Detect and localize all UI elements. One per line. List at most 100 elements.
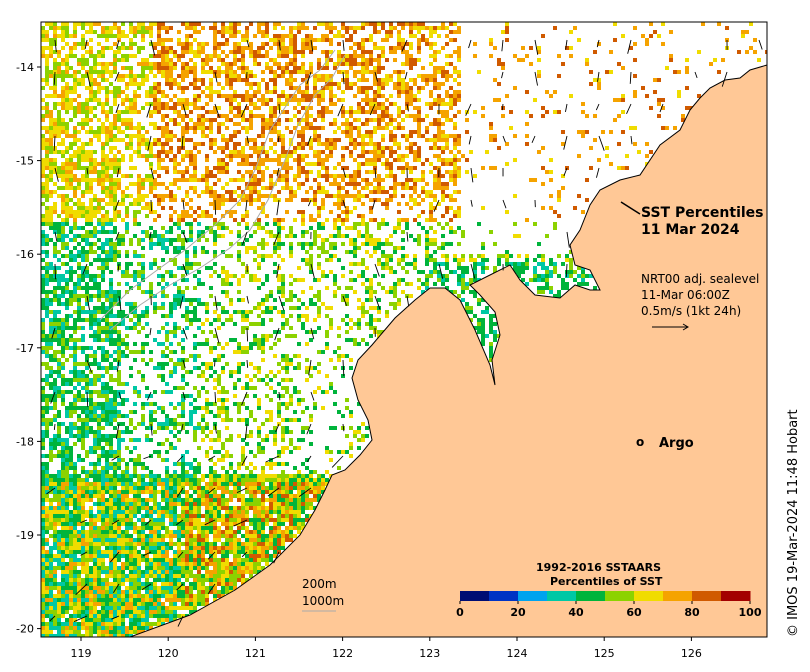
current-vector — [207, 583, 216, 595]
colorbar-swatch — [634, 591, 664, 601]
colorbar-swatch — [460, 591, 490, 601]
current-vector — [310, 327, 315, 340]
current-vector — [565, 263, 568, 278]
current-vector — [275, 423, 280, 433]
latitude-axis: -14 -15 -16 -17 -18 -19 -20 — [16, 61, 41, 636]
current-vector — [694, 71, 698, 79]
current-vector — [306, 455, 312, 462]
current-vector — [404, 71, 408, 80]
current-vector — [118, 391, 122, 400]
current-vector — [273, 551, 280, 564]
current-vector — [176, 455, 184, 463]
colorbar-ticks: 0 20 40 60 80 100 — [456, 601, 762, 619]
current-vector — [374, 167, 377, 179]
current-vector — [246, 39, 250, 48]
current-vector — [53, 135, 56, 151]
current-vector — [86, 71, 91, 87]
current-vector — [115, 423, 120, 439]
current-vector — [337, 103, 344, 117]
current-vector — [278, 103, 281, 114]
current-vector — [84, 39, 88, 50]
current-vector — [86, 295, 90, 311]
current-vector — [207, 551, 216, 560]
current-vector — [54, 167, 59, 182]
current-vector — [112, 583, 120, 593]
current-vector — [142, 551, 152, 557]
current-vector — [306, 71, 312, 85]
current-vector — [401, 39, 408, 52]
current-vector — [214, 423, 217, 434]
current-vector — [276, 167, 280, 176]
current-vector — [470, 167, 474, 183]
isobath-label-200m: 200m — [302, 577, 337, 591]
land-mass — [129, 22, 767, 637]
current-vector — [49, 615, 56, 622]
current-vector — [468, 39, 472, 49]
current-vector — [182, 103, 187, 116]
current-vector — [116, 167, 120, 178]
current-vector — [626, 103, 632, 115]
current-vector — [372, 199, 376, 210]
current-vector — [150, 423, 153, 436]
current-vector — [565, 103, 568, 112]
colorbar — [460, 591, 751, 601]
colorbar-tick-label: 80 — [684, 606, 700, 619]
current-vector — [182, 327, 188, 340]
current-vector — [149, 327, 152, 336]
current-vector — [501, 71, 504, 79]
colorbar-tick-label: 20 — [510, 606, 526, 619]
current-vector — [342, 39, 345, 51]
current-vector — [433, 199, 440, 212]
current-vector — [342, 71, 345, 85]
current-vector — [111, 615, 120, 620]
current-vector — [241, 231, 248, 246]
current-vector — [240, 103, 248, 118]
current-vector — [51, 327, 56, 339]
current-vector — [630, 135, 633, 145]
current-vector — [207, 455, 216, 461]
colorbar-swatch — [547, 591, 577, 601]
current-vector — [502, 199, 507, 209]
current-vector — [438, 263, 444, 279]
current-vector — [597, 71, 600, 82]
lon-tick-label: 119 — [71, 647, 92, 660]
colorbar-tick-label: 40 — [568, 606, 584, 619]
current-vector — [342, 423, 345, 432]
current-vector — [501, 103, 504, 111]
current-vector — [465, 103, 472, 116]
current-vector — [115, 103, 120, 114]
argo-marker: o — [636, 435, 644, 449]
current-vector — [470, 199, 473, 207]
current-vector — [406, 103, 409, 112]
current-vector — [233, 519, 248, 527]
current-vector — [208, 487, 216, 494]
isobath-label-1000m: 1000m — [302, 594, 344, 608]
sst-pixels — [41, 22, 767, 637]
current-vector — [307, 199, 312, 207]
current-vector — [114, 199, 120, 212]
current-vector — [342, 295, 347, 306]
current-vector — [342, 167, 347, 178]
current-vector — [214, 199, 217, 215]
current-vector — [595, 103, 600, 111]
current-vector — [563, 167, 568, 177]
current-vector — [274, 327, 280, 341]
current-vector — [146, 103, 152, 118]
current-info-line2: 11-Mar 06:00Z — [641, 288, 730, 302]
current-vector — [53, 423, 56, 431]
current-vector — [176, 583, 184, 591]
current-vector — [115, 231, 120, 241]
current-vector — [627, 39, 632, 54]
current-vector — [54, 231, 58, 242]
colorbar-title2: Percentiles of SST — [550, 575, 663, 588]
colorbar-swatch — [605, 591, 635, 601]
current-vector — [141, 583, 152, 590]
colorbar-swatch — [721, 591, 751, 601]
current-vector — [278, 39, 281, 51]
current-vector — [369, 103, 376, 116]
current-vector — [721, 71, 728, 87]
current-vector — [241, 551, 248, 558]
current-vector — [86, 359, 92, 373]
current-info-line3: 0.5m/s (1kt 24h) — [641, 304, 741, 318]
